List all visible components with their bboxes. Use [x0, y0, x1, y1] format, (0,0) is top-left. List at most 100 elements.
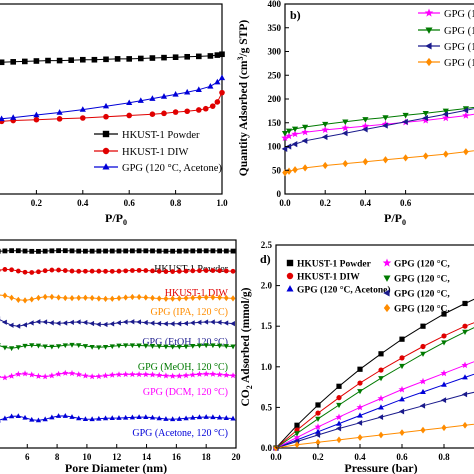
data-point: [123, 268, 129, 274]
data-point: [422, 116, 430, 124]
data-point: [196, 370, 203, 377]
data-point: [184, 88, 191, 95]
data-point: [163, 321, 168, 327]
data-point: [136, 293, 142, 301]
data-point: [230, 268, 236, 274]
y-tick-label: 0.5: [261, 402, 273, 412]
data-point: [356, 419, 363, 426]
data-point: [136, 319, 142, 325]
data-point: [156, 320, 162, 327]
data-point: [210, 268, 216, 273]
data-point: [122, 371, 129, 378]
data-point: [161, 54, 167, 61]
data-point: [114, 56, 121, 62]
data-point: [442, 111, 449, 118]
data-point: [69, 294, 75, 302]
data-point: [9, 267, 15, 273]
data-point: [398, 408, 405, 415]
data-point: [129, 371, 136, 378]
x-tick-label: 8: [55, 452, 60, 462]
data-point: [462, 421, 468, 429]
data-point: [382, 115, 389, 121]
data-point: [103, 113, 109, 120]
data-point: [15, 413, 21, 419]
data-point: [377, 394, 385, 402]
data-point: [2, 415, 8, 421]
x-tick-label: 0.8: [438, 452, 450, 462]
data-point: [15, 345, 21, 351]
curve-label: GPG (IPA, 120 °C): [150, 307, 228, 318]
data-point: [42, 293, 48, 300]
data-point: [362, 126, 368, 133]
legend-marker: [102, 163, 110, 170]
legend-marker: [383, 275, 391, 282]
data-point: [135, 371, 143, 378]
data-point: [103, 56, 109, 63]
legend-marker: [102, 147, 110, 155]
data-point: [441, 311, 447, 317]
data-point: [116, 320, 121, 326]
data-point: [42, 416, 48, 422]
curve-label: HKUST-1 DIW: [165, 288, 229, 299]
data-point: [398, 385, 406, 393]
data-point: [80, 56, 86, 63]
data-point: [163, 269, 169, 274]
data-point: [281, 134, 289, 142]
data-point: [156, 371, 163, 378]
data-point: [36, 294, 41, 301]
data-point: [69, 268, 75, 274]
data-point: [216, 319, 222, 326]
data-point: [8, 322, 14, 328]
data-point: [356, 403, 364, 411]
data-point: [217, 248, 222, 254]
data-point: [172, 90, 179, 97]
data-point: [462, 300, 468, 307]
data-point: [399, 363, 405, 370]
data-point: [28, 320, 34, 326]
data-point: [62, 248, 68, 254]
data-point: [176, 248, 182, 254]
data-point: [29, 296, 35, 303]
data-point: [136, 343, 142, 349]
data-point: [190, 414, 196, 420]
data-point: [183, 320, 188, 327]
data-point: [301, 128, 309, 136]
data-point: [399, 396, 405, 402]
data-point: [88, 373, 96, 380]
data-point: [216, 414, 223, 420]
data-point: [35, 319, 41, 325]
data-point: [149, 111, 156, 117]
data-point: [36, 269, 41, 275]
data-point: [80, 115, 86, 121]
data-point: [315, 410, 321, 416]
data-point: [35, 372, 42, 379]
data-point: [103, 295, 108, 302]
data-point: [42, 268, 48, 274]
data-point: [109, 321, 115, 327]
data-point: [402, 112, 409, 119]
data-point: [163, 248, 169, 254]
data-point: [197, 268, 202, 274]
data-point: [210, 248, 216, 254]
x-tick-label: 0.6: [124, 198, 136, 208]
series-line-2: [0, 92, 223, 123]
legend: GPG (12 GPG (12 GPG (12 GPG (12: [418, 8, 474, 69]
data-point: [230, 295, 236, 302]
data-point: [203, 414, 209, 419]
data-point: [10, 114, 17, 120]
data-point: [183, 268, 189, 274]
legend-label: GPG (120 °C,: [394, 304, 450, 315]
data-point: [217, 268, 223, 274]
data-point: [68, 57, 74, 63]
data-point: [136, 248, 142, 254]
data-point: [116, 343, 122, 349]
data-point: [149, 55, 156, 61]
data-point: [184, 53, 190, 60]
data-point: [91, 56, 98, 63]
data-point: [223, 320, 229, 326]
data-point: [203, 248, 209, 254]
data-point: [149, 344, 156, 349]
data-point: [189, 371, 196, 378]
data-point: [45, 57, 51, 64]
